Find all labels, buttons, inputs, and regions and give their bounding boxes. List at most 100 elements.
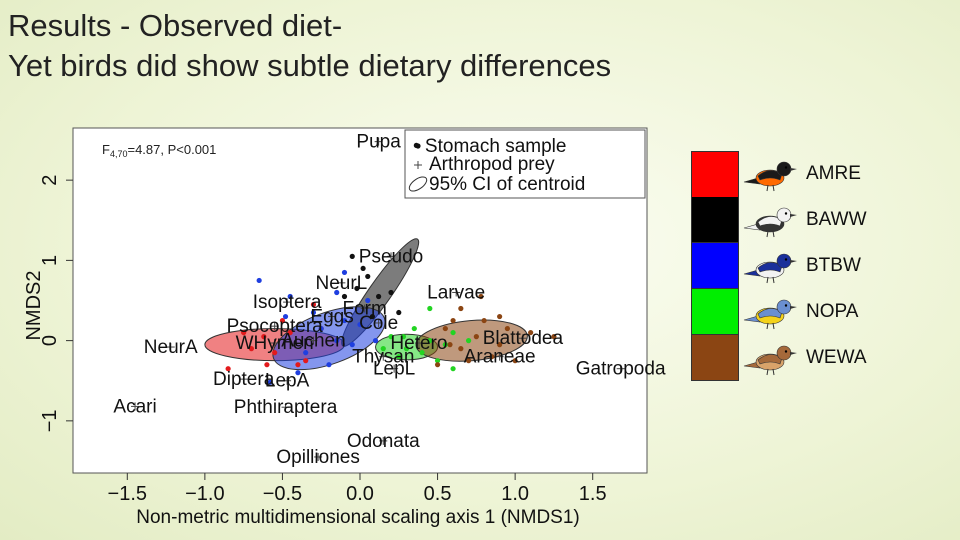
prey-label: Araneae: [464, 347, 536, 368]
stomach-sample-point-nopa: [400, 334, 407, 340]
stomach-sample-point-wewa: [465, 358, 472, 364]
stomach-sample-point-nopa: [434, 358, 441, 364]
x-tick-label: 0.0: [346, 483, 374, 505]
y-tick-label: −1: [39, 409, 61, 432]
prey-marker: [390, 364, 399, 373]
stomach-sample-point-wewa: [478, 293, 484, 300]
stomach-sample-point-btbw: [334, 289, 340, 296]
stomach-sample-point-amre: [241, 329, 247, 336]
prey-label: Gatropoda: [576, 359, 666, 380]
stomach-sample-point-baww: [388, 289, 394, 296]
stomach-sample-point-baww: [354, 285, 360, 292]
prey-label: Acari: [113, 396, 156, 417]
stomach-sample-point-wewa: [481, 317, 487, 324]
stat-annotation: F4,70=4.87, P<0.001: [102, 142, 216, 159]
prey-label: NeurL: [316, 273, 368, 294]
legend-stomach-sample: • Stomach sample: [413, 136, 566, 157]
prey-marker: [518, 334, 527, 343]
slide-title-line-2: Yet birds did show subtle dietary differ…: [8, 48, 612, 83]
prey-label: LepA: [265, 371, 310, 392]
stomach-sample-point-baww: [369, 313, 376, 320]
stomach-sample-point-wewa: [458, 305, 464, 312]
stomach-sample-point-btbw: [318, 325, 324, 332]
prey-marker: [379, 436, 388, 445]
prey-label: Odonata: [347, 431, 420, 452]
stomach-sample-point-btbw: [282, 313, 289, 320]
x-tick-label: −1.5: [108, 483, 147, 505]
prey-label: Diptera: [213, 369, 275, 390]
stomach-sample-point-btbw: [287, 293, 293, 300]
prey-label: Isoptera: [253, 292, 322, 313]
stomach-sample-point-amre: [248, 346, 255, 352]
slide-title: Results - Observed diet- Yet birds did s…: [8, 6, 611, 86]
stomach-sample-point-baww: [360, 265, 366, 272]
stomach-sample-point-nopa: [396, 354, 402, 360]
stomach-sample-point-wewa: [551, 334, 557, 340]
prey-marker: [414, 339, 423, 348]
stomach-sample-point-nopa: [388, 334, 394, 340]
stomach-sample-point-amre: [225, 366, 231, 372]
stomach-sample-point-wewa: [497, 342, 503, 348]
stomach-sample-point-nopa: [380, 346, 386, 352]
stomach-sample-point-baww: [349, 253, 355, 259]
stomach-sample-point-wewa: [497, 313, 503, 320]
stomach-sample-point-nopa: [450, 366, 456, 372]
stomach-sample-point-nopa: [442, 342, 448, 348]
stomach-sample-point-baww: [365, 273, 371, 280]
prey-marker: [309, 336, 318, 345]
prey-marker: [452, 288, 461, 297]
legend-arthropod-prey: Arthropod prey: [429, 154, 555, 175]
stomach-sample-point-wewa: [458, 346, 464, 352]
stomach-sample-point-wewa: [504, 325, 510, 332]
prey-label: Pupa: [356, 132, 401, 153]
northern-parula-icon: [743, 299, 797, 330]
stomach-sample-point-wewa: [512, 358, 518, 364]
stomach-sample-point-btbw: [303, 350, 309, 356]
x-axis-label: Non-metric multidimensional scaling axis…: [136, 507, 579, 528]
y-axis-label: NMDS2: [23, 270, 45, 340]
stomach-sample-point-nopa: [411, 325, 417, 332]
stomach-sample-point-wewa: [528, 329, 534, 336]
prey-label: Psocoptera: [227, 316, 324, 337]
x-tick-label: −0.5: [263, 483, 302, 505]
legend-swatch-btbw: [691, 243, 739, 289]
american-redstart-icon: [743, 161, 797, 192]
stomach-sample-point-btbw: [326, 362, 332, 368]
stomach-sample-point-amre: [303, 358, 309, 364]
ci-ellipse-btbw: [272, 306, 386, 371]
stomach-sample-point-baww: [376, 293, 382, 300]
legend-label-btbw: BTBW: [806, 255, 861, 276]
stomach-sample-point-baww: [341, 293, 348, 300]
stomach-sample-point-wewa: [489, 354, 495, 360]
stomach-sample-point-wewa: [447, 342, 453, 348]
x-tick-label: 1.5: [579, 483, 607, 505]
stomach-sample-point-btbw: [256, 277, 262, 284]
prey-label: Pseudo: [359, 246, 423, 267]
prey-marker: [374, 137, 383, 146]
legend-ci-centroid: 95% CI of centroid: [429, 174, 585, 195]
black-throated-blue-warbler-icon: [743, 253, 797, 284]
prey-label: Blattodea: [483, 328, 564, 349]
legend-label-nopa: NOPA: [806, 301, 859, 322]
legend-swatch-wewa: [691, 335, 739, 381]
stat-suffix: =4.87, P<0.001: [127, 142, 216, 157]
stomach-sample-point-wewa: [473, 334, 479, 340]
legend-swatch-amre: [691, 151, 739, 198]
stomach-sample-point-btbw: [310, 309, 317, 316]
stat-prefix: F: [102, 142, 110, 157]
stomach-sample-point-btbw: [372, 338, 379, 344]
prey-marker: [131, 402, 140, 411]
stomach-sample-point-nopa: [403, 346, 410, 352]
stomach-sample-point-nopa: [465, 338, 472, 344]
stomach-sample-point-btbw: [295, 370, 301, 376]
prey-marker: [337, 278, 346, 287]
plot-legend-box: [404, 129, 646, 199]
prey-label: Eggs: [310, 307, 353, 328]
worm-eating-warbler-icon: [743, 345, 797, 376]
prey-marker: [495, 352, 504, 361]
stomach-sample-point-amre: [295, 362, 301, 368]
prey-marker: [270, 339, 279, 348]
prey-marker: [239, 375, 248, 384]
stat-subscript: 4,70: [110, 149, 128, 159]
